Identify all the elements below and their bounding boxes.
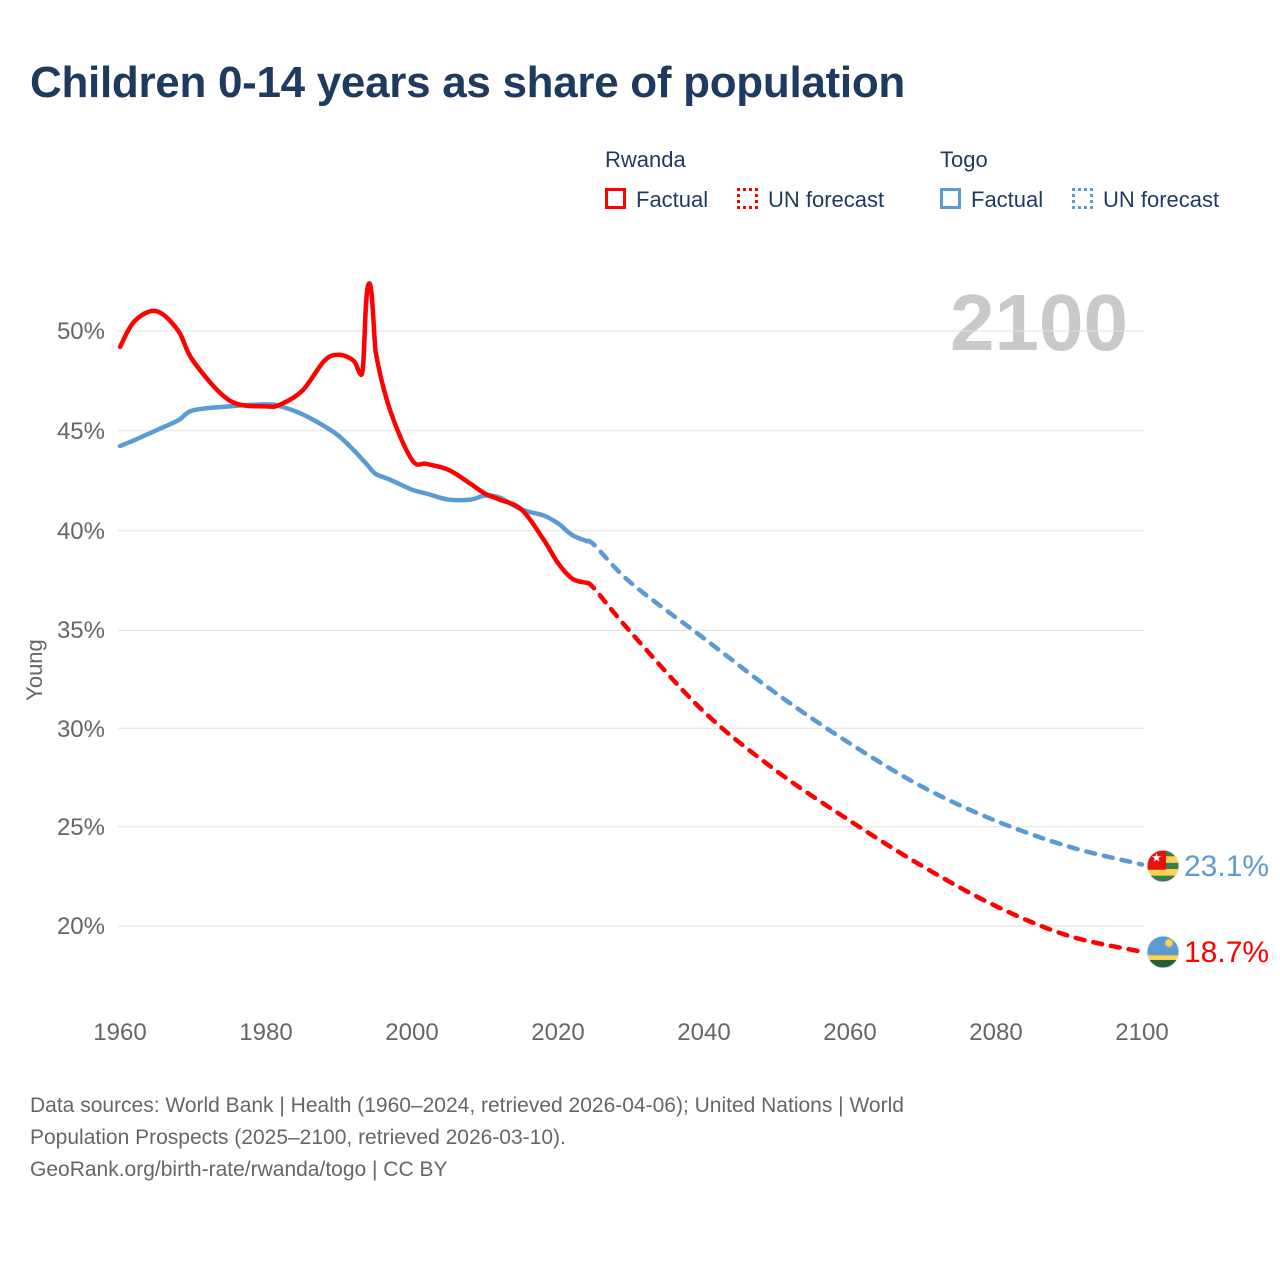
- svg-text:25%: 25%: [57, 814, 105, 841]
- svg-text:Young: Young: [22, 639, 47, 701]
- svg-text:2060: 2060: [823, 1019, 876, 1046]
- svg-text:20%: 20%: [57, 913, 105, 940]
- svg-text:50%: 50%: [57, 318, 105, 345]
- svg-text:1960: 1960: [93, 1019, 146, 1046]
- svg-text:2020: 2020: [531, 1019, 584, 1046]
- svg-text:30%: 30%: [57, 716, 105, 743]
- svg-text:18.7%: 18.7%: [1184, 936, 1269, 969]
- svg-text:40%: 40%: [57, 518, 105, 545]
- svg-text:45%: 45%: [57, 418, 105, 445]
- svg-text:2100: 2100: [1115, 1019, 1168, 1046]
- svg-text:23.1%: 23.1%: [1184, 850, 1269, 883]
- svg-text:1980: 1980: [239, 1019, 292, 1046]
- svg-text:35%: 35%: [57, 617, 105, 644]
- svg-text:2080: 2080: [969, 1019, 1022, 1046]
- svg-text:2000: 2000: [385, 1019, 438, 1046]
- svg-text:2040: 2040: [677, 1019, 730, 1046]
